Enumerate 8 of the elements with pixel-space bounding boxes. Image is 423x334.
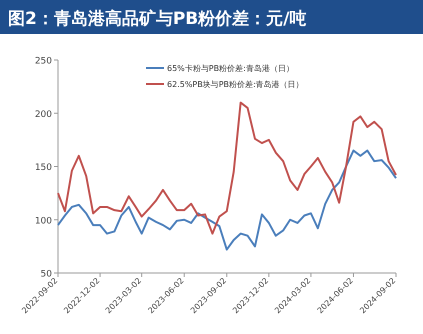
legend-label: 62.5%PB块与PB粉价差:青岛港（日） <box>167 80 304 89</box>
y-tick-label: 250 <box>34 56 52 66</box>
y-tick-label: 200 <box>34 110 52 120</box>
y-tick-label: 150 <box>34 163 52 173</box>
legend-label: 65%卡粉与PB粉价差:青岛港（日） <box>167 64 294 73</box>
y-tick-label: 50 <box>40 270 52 280</box>
chart-title: 图2：青岛港高品矿与PB粉价差：元/吨 <box>8 9 306 29</box>
y-tick-label: 100 <box>34 216 52 226</box>
